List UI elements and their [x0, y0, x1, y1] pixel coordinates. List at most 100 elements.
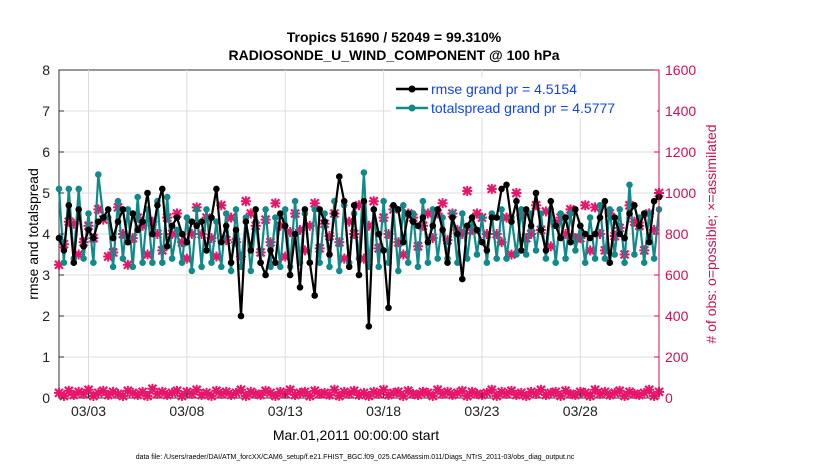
series-point-totalspread	[567, 210, 574, 217]
series-point-totalspread	[404, 259, 412, 267]
series-point-totalspread	[360, 169, 368, 176]
series-point-totalspread	[262, 206, 269, 213]
series-point-totalspread	[463, 255, 471, 262]
series-point-rmse	[395, 206, 402, 213]
x-tick-label: 03/23	[464, 403, 499, 419]
series-point-rmse	[424, 238, 432, 246]
legend-label-totalspread: totalspread grand pr = 4.5777	[431, 100, 615, 116]
series-point-rmse	[75, 206, 82, 213]
series-point-totalspread	[552, 259, 559, 267]
series-point-totalspread	[291, 197, 299, 205]
series-point-rmse	[434, 206, 442, 213]
series-point-totalspread	[562, 255, 569, 262]
series-point-rmse	[444, 259, 451, 267]
series-point-totalspread	[380, 197, 387, 205]
series-point-rmse	[144, 189, 151, 197]
obs-marker-possible	[334, 237, 345, 248]
series-point-rmse	[242, 218, 250, 225]
series-point-totalspread	[173, 226, 181, 234]
series-point-rmse	[616, 230, 623, 238]
series-point-rmse	[527, 222, 535, 230]
series-point-rmse	[626, 210, 633, 217]
legend-background	[391, 78, 657, 118]
series-point-rmse	[188, 218, 196, 225]
series-point-rmse	[80, 243, 87, 250]
series-point-rmse	[513, 197, 520, 205]
series-point-rmse	[621, 234, 628, 242]
series-point-totalspread	[478, 214, 486, 221]
chart-title-line2: RADIOSONDE_U_WIND_COMPONENT @ 100 hPa	[228, 47, 559, 63]
series-point-totalspread	[178, 259, 186, 267]
series-point-rmse	[591, 230, 599, 238]
series-point-rmse	[272, 259, 279, 267]
series-point-totalspread	[336, 267, 343, 275]
series-point-totalspread	[168, 255, 176, 262]
series-point-totalspread	[503, 255, 510, 262]
series-point-totalspread	[232, 206, 240, 213]
series-point-rmse	[227, 259, 235, 267]
series-point-rmse	[488, 214, 496, 221]
series-point-rmse	[365, 323, 373, 330]
y-tick-label-left: 1	[42, 349, 50, 365]
series-point-rmse	[257, 259, 264, 267]
series-point-rmse	[463, 222, 471, 230]
series-point-totalspread	[581, 259, 589, 267]
series-point-rmse	[645, 238, 653, 246]
series-point-rmse	[640, 210, 648, 217]
series-point-rmse	[321, 218, 328, 225]
series-point-rmse	[439, 226, 446, 234]
series-point-totalspread	[109, 263, 117, 271]
series-point-rmse	[198, 218, 205, 225]
series-point-totalspread	[316, 259, 324, 267]
obs-marker-possible	[511, 188, 522, 198]
series-point-rmse	[468, 214, 476, 221]
series-point-totalspread	[498, 206, 505, 213]
footer-data-file: data file: /Users/raeder/DAI/ATM_forcXX/…	[136, 454, 575, 461]
series-point-rmse	[419, 214, 427, 221]
y-tick-label-left: 5	[42, 185, 50, 201]
series-point-totalspread	[75, 185, 82, 193]
series-point-totalspread	[557, 210, 564, 217]
series-point-totalspread	[203, 206, 210, 213]
y-tick-label-left: 4	[42, 226, 50, 242]
x-axis-label: Mar.01,2011 00:00:00 start	[273, 427, 439, 443]
series-point-rmse	[149, 230, 156, 238]
series-point-rmse	[119, 206, 127, 213]
series-point-rmse	[267, 247, 274, 254]
y-tick-label-left: 3	[42, 267, 50, 283]
series-point-totalspread	[409, 210, 417, 217]
series-point-rmse	[331, 210, 338, 217]
series-point-totalspread	[596, 202, 604, 209]
series-point-rmse	[601, 197, 609, 205]
series-point-rmse	[636, 222, 643, 230]
series-point-rmse	[557, 234, 564, 242]
series-point-rmse	[154, 202, 161, 209]
series-point-totalspread	[434, 255, 442, 262]
series-point-totalspread	[419, 197, 427, 205]
y-axis-label-right: # of obs: o=possible; ×=assimilated	[703, 124, 719, 343]
series-point-totalspread	[198, 263, 205, 271]
axes: 0 1 2 3 4 5 6 7 8 0 200 400 600 800 1000 1200 1400 1600 03…	[42, 62, 696, 419]
series-point-totalspread	[247, 267, 255, 275]
series-point-totalspread	[586, 214, 594, 221]
series-point-totalspread	[532, 247, 540, 254]
series-point-rmse	[542, 247, 550, 254]
y-tick-label-right: 400	[665, 308, 689, 324]
series-point-totalspread	[493, 255, 501, 262]
series-point-rmse	[247, 247, 255, 254]
series-point-rmse	[286, 271, 294, 279]
series-point-totalspread	[424, 259, 432, 267]
series-point-totalspread	[208, 259, 215, 267]
series-point-totalspread	[222, 210, 230, 217]
obs-marker-possible	[413, 241, 424, 252]
series-point-rmse	[493, 214, 501, 221]
x-tick-label: 03/08	[169, 403, 204, 419]
series-point-rmse	[95, 218, 102, 225]
series-point-totalspread	[400, 202, 407, 209]
series-point-rmse	[208, 214, 215, 221]
series-point-rmse	[518, 247, 525, 254]
y-tick-label-left: 2	[42, 308, 50, 324]
series-point-rmse	[581, 230, 589, 238]
obs-marker-possible	[486, 183, 497, 194]
